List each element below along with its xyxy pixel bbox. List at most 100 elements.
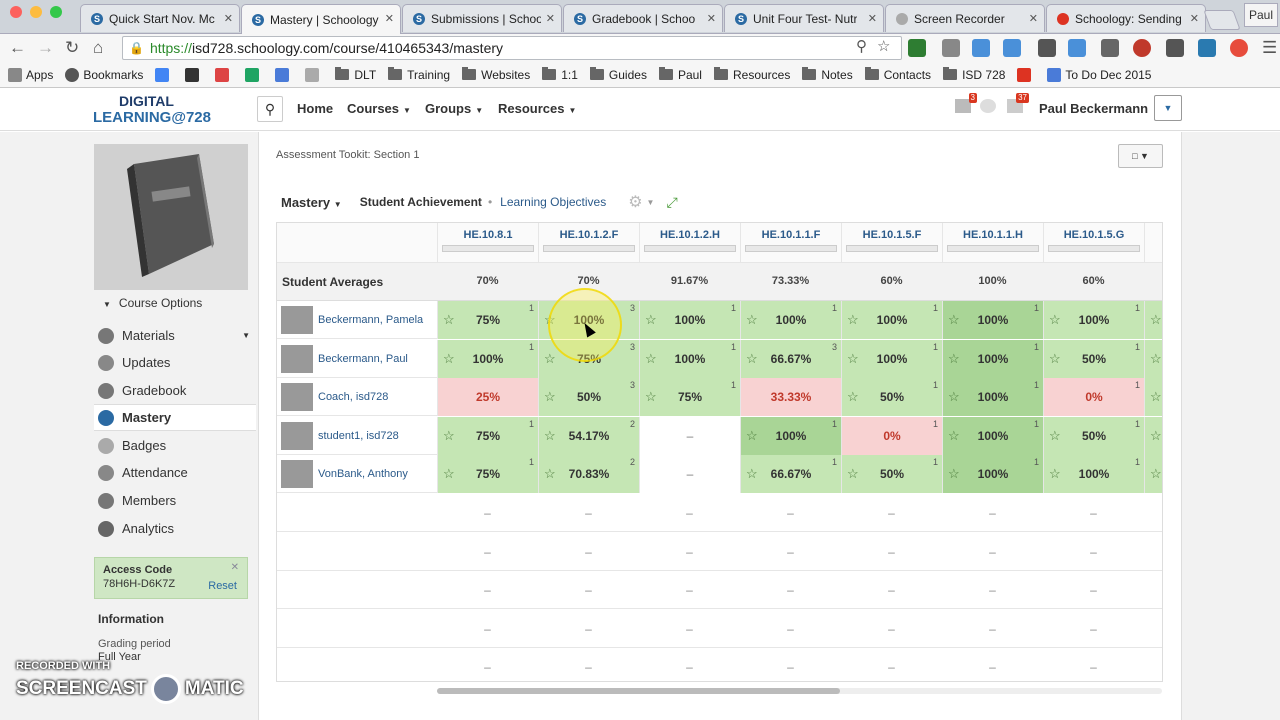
extension-icon[interactable] — [1230, 39, 1248, 57]
student-name-link[interactable]: student1, isd728 — [318, 429, 399, 442]
mastery-score-cell[interactable]: ☆ 100% 1 — [942, 301, 1043, 339]
forward-icon[interactable]: → — [37, 38, 54, 57]
mail-icon[interactable]: 3 — [955, 93, 977, 113]
extension-icon[interactable] — [1101, 39, 1119, 57]
objective-code[interactable]: HE.10.1.5.G — [1063, 229, 1125, 241]
browser-tab[interactable]: S Quick Start Nov. Mc ✕ — [80, 4, 240, 32]
browser-tab[interactable]: S Mastery | Schoology ✕ — [241, 4, 401, 34]
bookmark-item[interactable]: Contacts — [864, 67, 931, 82]
mastery-score-cell[interactable]: – — [639, 416, 740, 455]
mastery-score-cell[interactable]: ☆ — [1144, 455, 1162, 493]
mastery-score-cell[interactable]: ☆ 100% 1 — [639, 301, 740, 339]
schoology-extension-icon[interactable] — [908, 39, 926, 57]
browser-tab[interactable]: S Submissions | Schoo ✕ — [402, 4, 562, 32]
objective-column-header[interactable]: HE.10.1.2.H — [639, 223, 740, 263]
mastery-score-cell[interactable]: ☆ 50% 1 — [1043, 339, 1144, 378]
browser-tab[interactable]: Schoology: Sending ✕ — [1046, 4, 1206, 32]
mastery-score-cell[interactable]: ☆ 100% 1 — [841, 339, 942, 378]
mastery-score-cell[interactable]: ☆ 66.67% 3 — [740, 339, 841, 378]
eyedropper-icon[interactable] — [1038, 39, 1056, 57]
bookmark-item[interactable]: Apps — [8, 67, 53, 82]
mastery-score-cell[interactable]: ☆ 75% 1 — [639, 378, 740, 416]
reload-icon[interactable]: ↻ — [65, 38, 80, 57]
mastery-score-cell[interactable]: 25% — [437, 378, 538, 416]
mastery-score-cell[interactable]: ☆ — [1144, 416, 1162, 455]
site-logo[interactable]: DIGITAL LEARNING@728 — [93, 93, 211, 127]
new-tab-button[interactable] — [1203, 10, 1241, 30]
bookmark-item[interactable]: Bookmarks — [65, 67, 143, 82]
mastery-score-cell[interactable]: 33.33% — [740, 378, 841, 416]
sidebar-item-materials[interactable]: Materials ▼ — [94, 322, 256, 349]
address-bar[interactable]: 🔒 https:// isd728.schoology.com/course/4… — [122, 36, 902, 60]
bookmark-star-icon[interactable]: ☆ — [877, 38, 891, 55]
bookmark-item[interactable]: Guides — [589, 67, 647, 82]
chevron-down-icon[interactable]: ▼ — [646, 197, 655, 207]
mastery-score-cell[interactable]: ☆ 75% 1 — [437, 416, 538, 455]
access-code-reset-link[interactable]: Reset — [208, 580, 237, 592]
close-icon[interactable]: ✕ — [384, 13, 394, 25]
student-name-link[interactable]: Beckermann, Paul — [318, 352, 408, 365]
mastery-score-cell[interactable]: ☆ 50% 1 — [841, 378, 942, 416]
nav-groups[interactable]: Groups ▼ — [425, 101, 483, 116]
student-name-link[interactable]: Coach, isd728 — [318, 391, 389, 403]
extension-icon[interactable] — [1198, 39, 1216, 57]
objective-column-header[interactable]: HE.10.1.5.G — [1043, 223, 1144, 263]
mastery-score-cell[interactable]: ☆ — [1144, 339, 1162, 378]
mastery-score-cell[interactable]: ☆ 100% 1 — [942, 416, 1043, 455]
mastery-score-cell[interactable]: ☆ 75% 1 — [437, 301, 538, 339]
objective-column-header[interactable]: HE.10.1.1.F — [740, 223, 841, 263]
mastery-score-cell[interactable]: ☆ 100% 1 — [437, 339, 538, 378]
close-icon[interactable]: ✕ — [1189, 13, 1199, 25]
view-options-button[interactable]: □ ▼ — [1118, 144, 1163, 168]
bookmark-item[interactable]: DLT — [335, 67, 376, 82]
menu-icon[interactable]: ☰ — [1262, 38, 1278, 57]
tab-learning-objectives[interactable]: Learning Objectives — [500, 195, 607, 209]
bookmark-item[interactable]: 1:1 — [542, 67, 578, 82]
sidebar-item-members[interactable]: Members — [94, 487, 256, 514]
browser-tab[interactable]: S Gradebook | Schoo ✕ — [563, 4, 723, 32]
bookmark-item[interactable] — [275, 67, 293, 82]
horizontal-scrollbar[interactable] — [437, 688, 840, 694]
close-icon[interactable]: ✕ — [223, 13, 233, 25]
objective-code[interactable]: HE.10.8.1 — [463, 229, 513, 241]
translate-icon[interactable] — [1003, 39, 1021, 57]
close-icon[interactable]: ✕ — [867, 13, 877, 25]
gear-icon[interactable]: ⚙ — [628, 194, 643, 211]
browser-tab[interactable]: S Unit Four Test- Nutr ✕ — [724, 4, 884, 32]
objective-column-header[interactable] — [1144, 223, 1162, 263]
mastery-score-cell[interactable]: ☆ 100% 1 — [740, 416, 841, 455]
nav-courses[interactable]: Courses ▼ — [347, 101, 411, 116]
mastery-score-cell[interactable]: – — [639, 455, 740, 493]
close-icon[interactable]: ✕ — [1028, 13, 1038, 25]
tab-student-achievement[interactable]: Student Achievement — [359, 195, 482, 209]
user-name[interactable]: Paul Beckermann — [1039, 101, 1149, 116]
objective-code[interactable]: HE.10.1.2.F — [559, 229, 619, 241]
objective-code[interactable]: HE.10.1.1.H — [963, 229, 1023, 241]
mastery-score-cell[interactable]: ☆ 70.83% 2 — [538, 455, 639, 493]
bookmark-item[interactable] — [185, 67, 203, 82]
mastery-score-cell[interactable]: ☆ 100% 1 — [639, 339, 740, 378]
mastery-score-cell[interactable]: ☆ 100% 1 — [740, 301, 841, 339]
minimize-window-button[interactable] — [30, 6, 42, 18]
sidebar-item-attendance[interactable]: Attendance — [94, 459, 256, 486]
bookmark-item[interactable]: Websites — [462, 67, 530, 82]
sidebar-item-updates[interactable]: Updates — [94, 349, 256, 376]
user-menu-button[interactable]: ▼ — [1154, 95, 1182, 121]
nav-resources[interactable]: Resources ▼ — [498, 101, 576, 116]
mastery-score-cell[interactable]: ☆ 75% 1 — [437, 455, 538, 493]
student-name-link[interactable]: Beckermann, Pamela — [318, 314, 424, 326]
extension-icon[interactable] — [942, 39, 960, 57]
bookmark-item[interactable]: Training — [388, 67, 450, 82]
mastery-score-cell[interactable]: ☆ — [1144, 301, 1162, 339]
mastery-score-cell[interactable]: 0% 1 — [1043, 378, 1144, 416]
objective-code[interactable]: HE.10.1.5.F — [862, 229, 922, 241]
sidebar-item-badges[interactable]: Badges — [94, 432, 256, 459]
mastery-score-cell[interactable]: ☆ 100% 1 — [1043, 455, 1144, 493]
objective-code[interactable]: HE.10.1.1.F — [761, 229, 821, 241]
extension-icon[interactable] — [1068, 39, 1086, 57]
bookmark-item[interactable]: Paul — [658, 67, 702, 82]
close-icon[interactable]: ✕ — [230, 562, 239, 573]
site-search-button[interactable]: ⚲ — [257, 96, 283, 122]
browser-tab[interactable]: Screen Recorder ✕ — [885, 4, 1045, 32]
mastery-score-cell[interactable]: ☆ 50% 3 — [538, 378, 639, 416]
